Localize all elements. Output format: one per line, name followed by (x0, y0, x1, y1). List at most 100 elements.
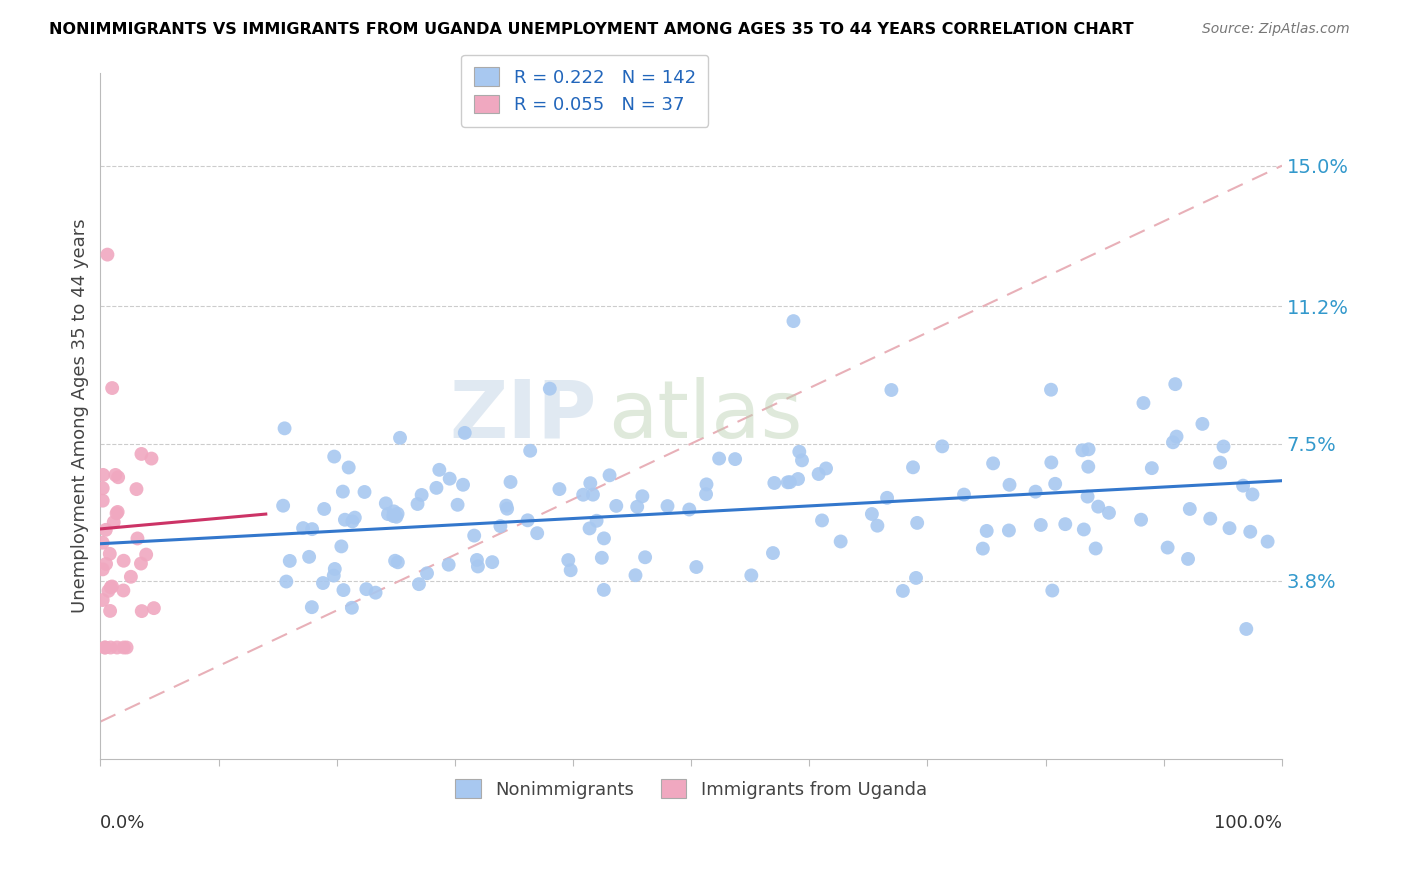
Point (94, 557, 117, 571)
Point (591, 550, 613, 565)
Point (1077, 490, 1099, 504)
Point (905, 516, 928, 530)
Point (112, 640, 135, 655)
Point (1241, 487, 1264, 501)
Point (1212, 440, 1234, 454)
Point (451, 477, 474, 491)
Point (624, 568, 647, 582)
Point (481, 555, 503, 569)
Point (312, 576, 335, 591)
Point (406, 497, 429, 511)
Point (382, 504, 405, 518)
Point (830, 534, 852, 549)
Point (905, 571, 928, 585)
Point (387, 507, 409, 521)
Point (1040, 383, 1063, 397)
Point (273, 421, 295, 435)
Point (105, 640, 128, 655)
Point (135, 548, 157, 562)
Point (374, 496, 396, 510)
Point (787, 472, 810, 486)
Point (322, 568, 344, 582)
Point (112, 583, 135, 598)
Point (776, 475, 799, 490)
Point (1025, 484, 1047, 499)
Point (998, 524, 1021, 538)
Point (115, 640, 138, 655)
Text: 100.0%: 100.0% (1213, 814, 1282, 832)
Point (446, 498, 468, 512)
Point (578, 521, 600, 535)
Legend: Nonimmigrants, Immigrants from Uganda: Nonimmigrants, Immigrants from Uganda (443, 767, 939, 812)
Point (496, 501, 519, 516)
Point (337, 460, 360, 475)
Point (790, 453, 813, 467)
Point (1166, 429, 1188, 443)
Point (411, 488, 433, 502)
Text: 0.0%: 0.0% (100, 814, 146, 832)
Point (333, 513, 356, 527)
Point (292, 521, 315, 535)
Point (98, 604, 121, 618)
Point (1239, 524, 1261, 539)
Point (131, 604, 153, 618)
Point (599, 468, 621, 483)
Point (101, 381, 124, 395)
Point (142, 601, 165, 615)
Point (953, 487, 976, 501)
Text: ZIP: ZIP (450, 376, 596, 455)
Point (1234, 622, 1257, 636)
Point (981, 456, 1004, 470)
Point (1084, 541, 1107, 556)
Point (526, 526, 548, 541)
Point (572, 488, 595, 502)
Point (593, 532, 616, 546)
Point (519, 443, 541, 458)
Point (499, 475, 522, 489)
Point (1077, 459, 1099, 474)
Point (125, 482, 148, 496)
Point (811, 513, 834, 527)
Point (1071, 443, 1094, 458)
Point (740, 568, 762, 582)
Y-axis label: Unemployment Among Ages 35 to 44 years: Unemployment Among Ages 35 to 44 years (72, 219, 89, 613)
Point (454, 425, 477, 440)
Point (762, 546, 785, 560)
Point (382, 509, 405, 524)
Point (582, 488, 605, 502)
Text: atlas: atlas (609, 376, 803, 455)
Point (408, 577, 430, 591)
Point (1132, 396, 1154, 410)
Point (548, 482, 571, 496)
Point (707, 451, 730, 466)
Point (901, 460, 924, 475)
Point (560, 563, 582, 577)
Point (860, 507, 883, 521)
Point (880, 383, 903, 397)
Point (998, 478, 1021, 492)
Point (592, 582, 614, 597)
Point (427, 463, 450, 477)
Point (131, 447, 153, 461)
Point (91, 593, 114, 607)
Point (439, 472, 461, 486)
Point (976, 524, 998, 538)
Point (763, 475, 786, 490)
Point (298, 549, 321, 564)
Point (891, 583, 914, 598)
Point (465, 553, 488, 567)
Point (782, 314, 804, 328)
Point (779, 475, 801, 490)
Point (377, 507, 399, 521)
Point (127, 532, 149, 546)
Point (538, 382, 561, 396)
Point (323, 562, 346, 576)
Point (1073, 523, 1095, 537)
Point (112, 554, 135, 568)
Point (91, 562, 114, 576)
Point (1029, 518, 1052, 533)
Point (141, 451, 163, 466)
Point (385, 509, 408, 524)
Point (1077, 442, 1099, 457)
Point (100, 640, 122, 655)
